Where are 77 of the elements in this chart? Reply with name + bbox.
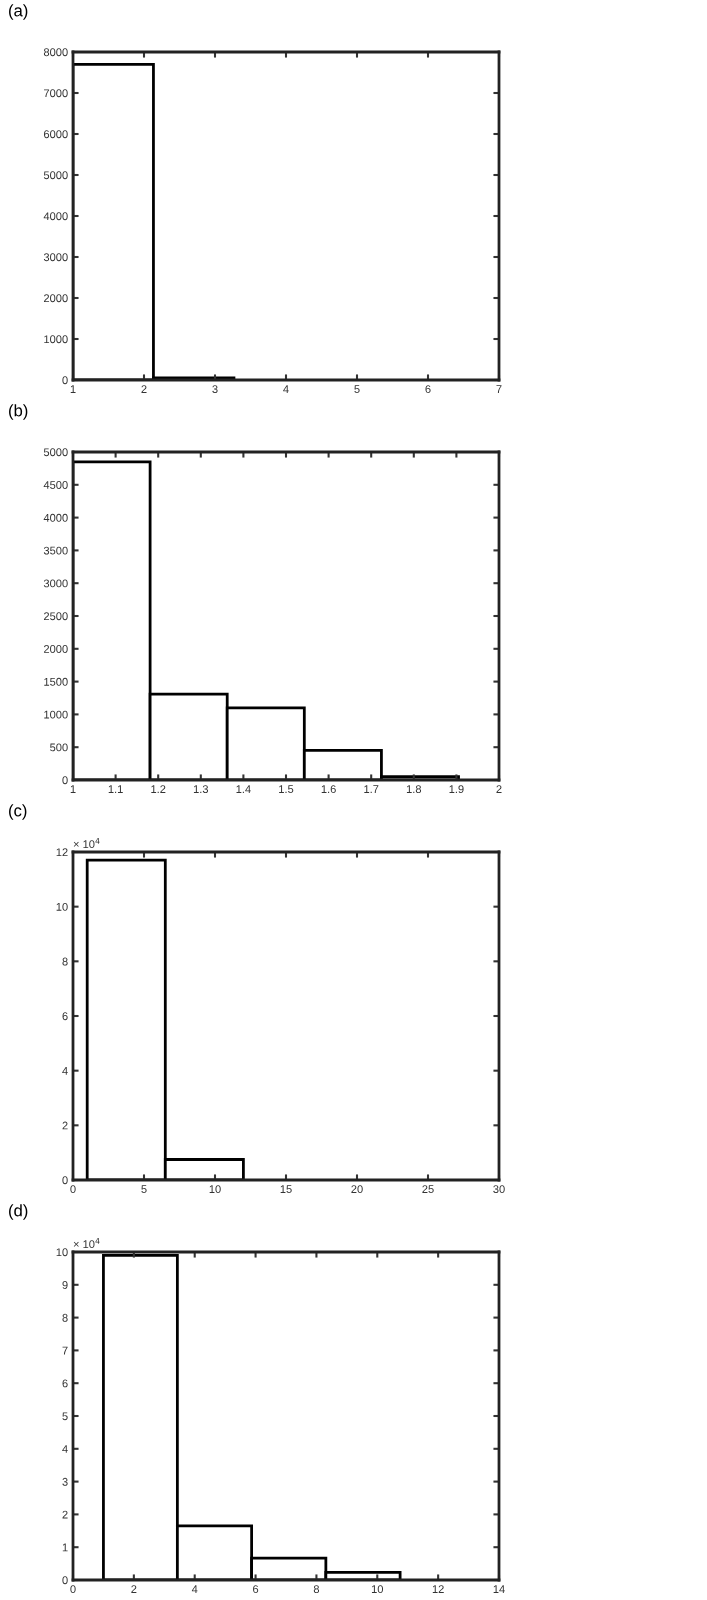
y-tick-label: 2500 <box>43 612 68 621</box>
x-tick-label: 4 <box>191 1585 198 1593</box>
x-tick-label: 1.2 <box>151 785 166 793</box>
x-tick-label: 1.4 <box>236 785 251 793</box>
y-tick-label: 10 <box>56 1248 68 1257</box>
y-tick-label: 1 <box>62 1543 68 1552</box>
x-tick-label: 12 <box>432 1585 444 1593</box>
x-tick-label: 1.9 <box>449 785 464 794</box>
x-tick-label: 1.3 <box>193 785 209 794</box>
x-tick-label: 7 <box>496 385 502 393</box>
y-tick-label: 9 <box>62 1281 68 1289</box>
x-tick-label: 0 <box>70 1585 76 1594</box>
y-tick-label: 12 <box>56 848 68 857</box>
y-tick-label: 10 <box>56 902 68 911</box>
y-tick-label: 2000 <box>43 645 68 653</box>
x-tick-label: 6 <box>425 385 431 394</box>
y-tick-label: 0 <box>62 1576 68 1585</box>
x-tick-label: 5 <box>354 385 360 394</box>
x-tick-label: 25 <box>422 1185 434 1194</box>
y-tick-label: 2 <box>62 1121 68 1130</box>
x-tick-label: 3 <box>212 385 218 394</box>
chart-title: (b) <box>9 404 28 420</box>
y-tick-label: 8000 <box>43 48 68 57</box>
x-tick-label: 0 <box>70 1185 76 1194</box>
y-tick-label: 8 <box>62 957 68 966</box>
y-tick-label: 4000 <box>43 212 68 221</box>
y-tick-label: 4 <box>62 1067 68 1075</box>
x-tick-label: 1.5 <box>279 785 294 794</box>
x-tick-label: 1.1 <box>108 785 123 793</box>
y-tick-label: 0 <box>62 1176 68 1185</box>
y-tick-label: 6 <box>62 1379 68 1388</box>
y-tick-label: 8 <box>62 1313 68 1322</box>
x-tick-label: 4 <box>283 385 289 393</box>
y-tick-label: 0 <box>62 776 68 785</box>
x-tick-label: 10 <box>371 1585 384 1594</box>
x-tick-label: 5 <box>141 1185 147 1194</box>
y-tick-label: 3 <box>62 1477 68 1486</box>
x-tick-label: 30 <box>493 1185 505 1194</box>
x-tick-label: 1.7 <box>364 785 379 793</box>
y-tick-label: 2000 <box>43 294 68 303</box>
y-tick-label: 3000 <box>43 579 68 588</box>
x-tick-label: 15 <box>280 1185 292 1194</box>
y-tick-label: 1000 <box>44 335 68 344</box>
y-tick-label: 7000 <box>43 89 68 98</box>
y-tick-label: 7 <box>62 1346 68 1355</box>
y-tick-label: 5 <box>62 1412 68 1421</box>
x-tick-label: 2 <box>141 385 147 393</box>
y-tick-label: 2 <box>62 1510 68 1519</box>
x-tick-label: 20 <box>351 1185 363 1194</box>
y-tick-label: 0 <box>62 376 68 385</box>
text: × 10$^{4}$ <box>73 838 100 849</box>
y-tick-label: 4000 <box>43 513 68 522</box>
x-tick-label: 1.6 <box>321 785 336 794</box>
y-tick-label: 4500 <box>43 481 68 489</box>
y-tick-label: 500 <box>50 743 68 752</box>
y-tick-label: 6000 <box>43 130 68 139</box>
x-tick-label: 1 <box>70 785 76 793</box>
y-tick-label: 5000 <box>43 448 68 457</box>
chart-title: (c) <box>9 804 27 820</box>
y-tick-label: 6 <box>62 1012 68 1021</box>
x-tick-label: 2 <box>496 785 502 793</box>
x-tick-label: 2 <box>131 1585 137 1593</box>
x-tick-label: 1 <box>70 385 76 393</box>
x-tick-label: 1.8 <box>406 785 422 794</box>
y-tick-label: 1000 <box>44 710 68 719</box>
x-tick-label: 10 <box>209 1185 221 1194</box>
y-tick-label: 4 <box>62 1445 68 1453</box>
x-tick-label: 14 <box>493 1585 505 1593</box>
y-tick-label: 3000 <box>43 253 68 262</box>
chart-title: (d) <box>9 1204 28 1220</box>
text: × 10$^{4}$ <box>73 1238 100 1249</box>
y-tick-label: 3500 <box>43 546 68 555</box>
x-tick-label: 8 <box>313 1585 320 1594</box>
y-tick-label: 1500 <box>44 677 68 686</box>
chart-title: (a) <box>9 4 28 20</box>
y-tick-label: 5000 <box>43 171 68 180</box>
x-tick-label: 6 <box>253 1585 259 1594</box>
